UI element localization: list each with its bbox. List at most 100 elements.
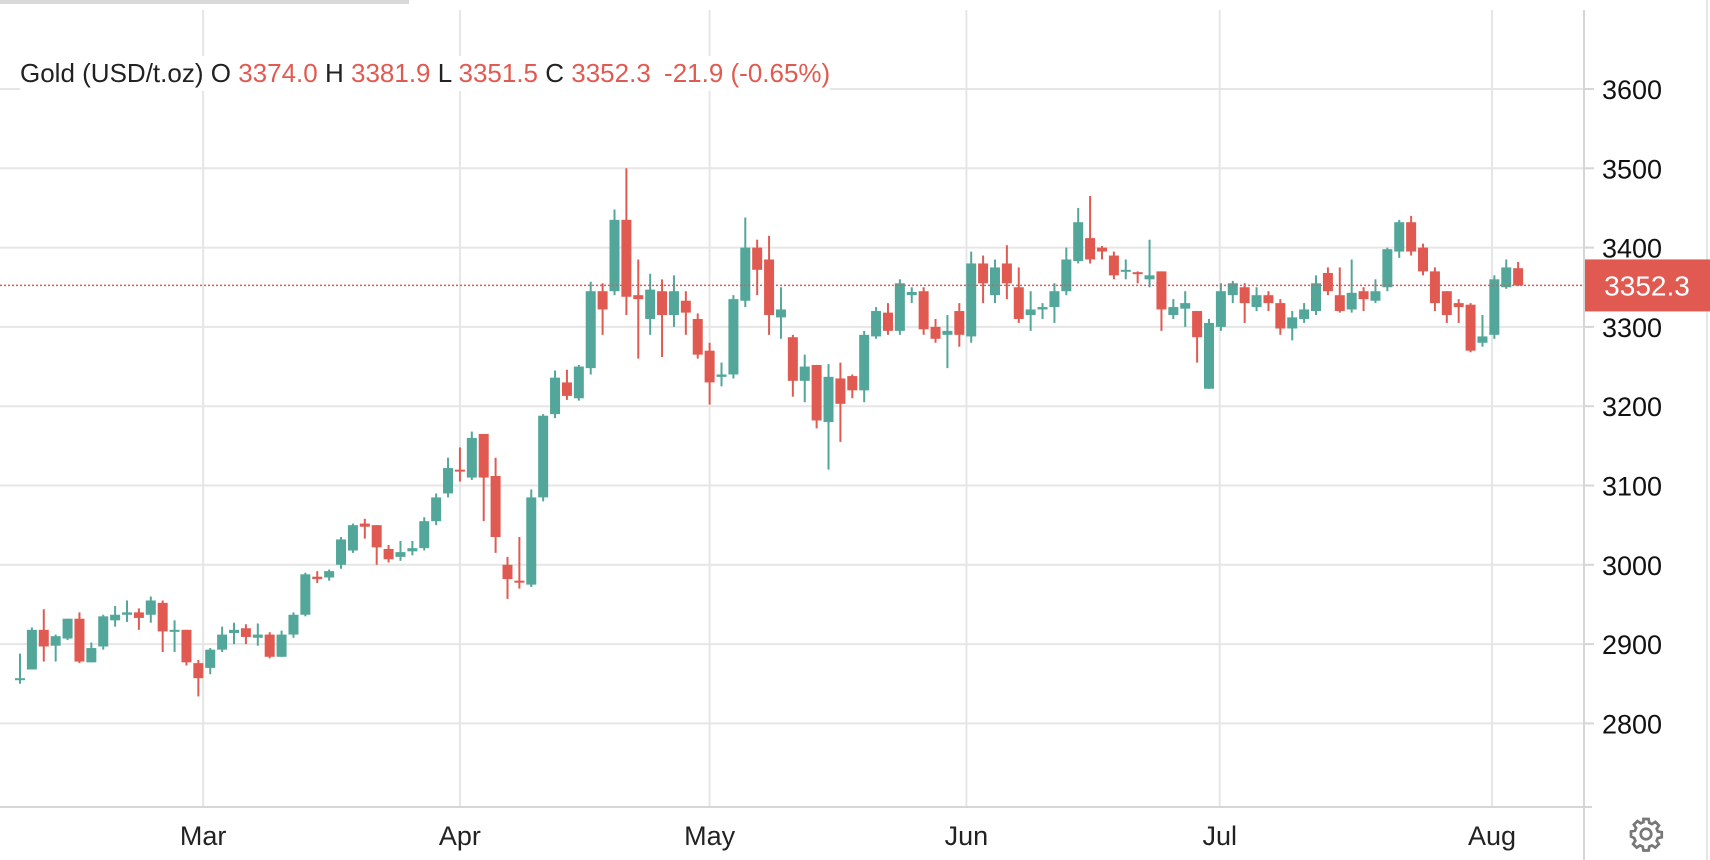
candle: [181, 629, 192, 666]
candle: [930, 318, 941, 343]
candle: [597, 283, 608, 335]
candle: [336, 537, 347, 569]
candle: [1311, 275, 1322, 316]
candle: [633, 259, 644, 359]
candle: [645, 273, 656, 335]
candle-body: [680, 300, 691, 313]
candle: [728, 295, 739, 379]
candle-body: [1049, 291, 1060, 308]
candle-body: [1394, 222, 1405, 252]
candle: [609, 209, 620, 296]
settings-gear-icon[interactable]: [1628, 816, 1664, 852]
candle: [122, 600, 133, 622]
candle-body: [288, 614, 299, 635]
candle-body: [1334, 295, 1345, 312]
x-tick-label: Apr: [439, 821, 481, 851]
candle-body: [1513, 268, 1524, 286]
last-price-label: 3352.3: [1604, 270, 1690, 301]
candle-body: [1120, 269, 1131, 272]
y-tick-label: 3200: [1602, 392, 1662, 422]
open-label: O: [210, 58, 231, 88]
candle: [359, 518, 370, 539]
candle: [1429, 267, 1440, 312]
candle: [1215, 283, 1226, 331]
candle: [989, 259, 1000, 304]
candle-body: [1013, 287, 1024, 319]
candle: [466, 431, 477, 480]
candle: [1037, 303, 1048, 319]
candle-body: [50, 636, 61, 646]
candle: [1061, 247, 1072, 296]
candle: [38, 609, 49, 662]
candle: [526, 489, 537, 588]
candle-body: [324, 571, 335, 578]
candle-body: [764, 259, 775, 316]
x-tick-label: Mar: [180, 821, 227, 851]
candle: [1322, 267, 1333, 296]
candle: [240, 624, 251, 645]
candle-body: [371, 525, 382, 548]
candle-body: [276, 634, 287, 657]
candle: [847, 374, 858, 399]
candle: [145, 596, 156, 623]
candle-body: [1085, 238, 1096, 260]
candle-body: [1346, 292, 1357, 310]
candle-body: [347, 525, 358, 551]
candle-body: [193, 663, 204, 679]
scrollbar[interactable]: [0, 0, 409, 4]
candle: [1001, 245, 1012, 300]
candle-body: [692, 318, 703, 355]
close-label: C: [545, 58, 565, 88]
candle-body: [573, 366, 584, 399]
candle-body: [181, 629, 192, 663]
candle: [787, 334, 798, 397]
candle: [1180, 291, 1191, 327]
candle: [300, 572, 311, 617]
candle-body: [133, 612, 144, 618]
candle-body: [882, 312, 893, 331]
candle-body: [1073, 222, 1084, 262]
candle-body: [62, 618, 73, 639]
candle-body: [847, 376, 858, 391]
candle-body: [122, 612, 133, 615]
high-label: H: [324, 58, 344, 88]
candle-body: [205, 649, 216, 668]
candle-body: [1382, 249, 1393, 288]
candle-body: [1204, 322, 1214, 389]
candle-body: [1441, 291, 1452, 316]
candle-body: [561, 382, 572, 396]
candle: [98, 614, 109, 650]
candle: [288, 612, 299, 638]
candle-body: [954, 311, 965, 335]
candle-body: [645, 289, 656, 319]
candle: [419, 517, 430, 551]
candle-body: [1358, 291, 1369, 300]
candle-body: [1251, 295, 1262, 308]
x-tick-label: Jun: [945, 821, 989, 851]
x-tick-label: Jul: [1202, 821, 1237, 851]
x-tick-label: May: [684, 821, 736, 851]
candle-body: [1287, 317, 1298, 329]
y-tick-label: 2900: [1602, 630, 1662, 660]
candle-body: [716, 374, 727, 377]
candle-body: [514, 580, 525, 583]
candle: [1441, 291, 1452, 323]
candle-body: [1453, 303, 1464, 308]
candle-body: [466, 437, 477, 478]
open-value: 3374.0: [238, 58, 318, 88]
candle: [478, 433, 489, 522]
candle: [1227, 280, 1238, 304]
high-value: 3381.9: [350, 58, 431, 88]
candle-body: [1061, 259, 1072, 292]
candle: [1477, 315, 1488, 347]
candle-body: [550, 377, 561, 415]
candle-body: [1465, 304, 1476, 351]
candle: [621, 168, 632, 316]
candle: [157, 600, 168, 653]
time-axis: Mar Apr May Jun Jul Aug: [180, 821, 1516, 851]
candle: [229, 622, 240, 645]
candle: [26, 627, 37, 670]
candle-body: [668, 291, 679, 316]
candle: [1251, 287, 1262, 312]
candle-body: [74, 618, 85, 662]
